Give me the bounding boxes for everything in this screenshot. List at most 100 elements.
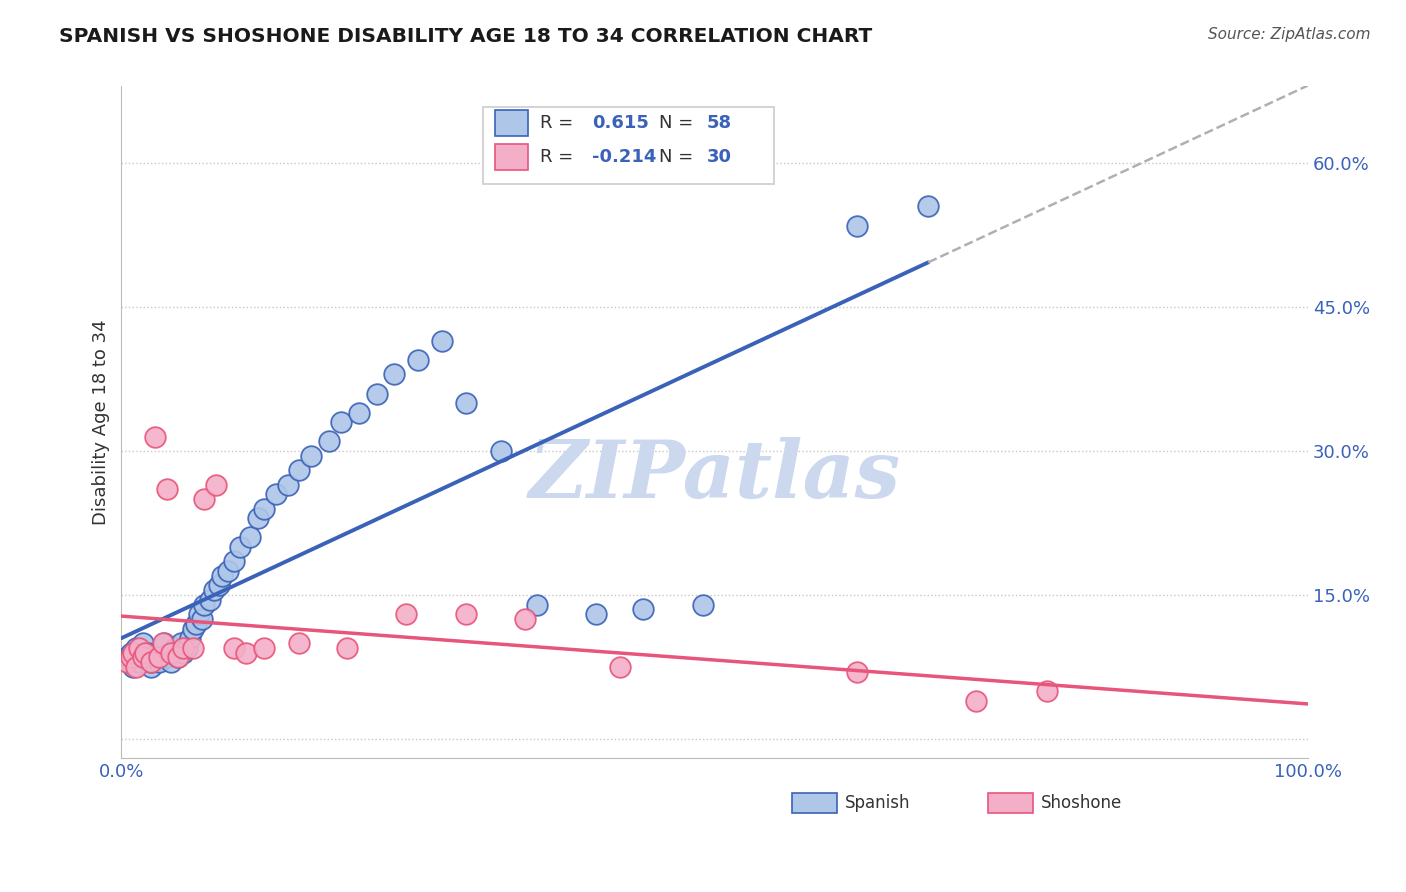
Point bbox=[454, 607, 477, 622]
Point bbox=[395, 607, 418, 622]
Point bbox=[160, 646, 183, 660]
Point bbox=[122, 660, 145, 674]
Point bbox=[235, 646, 257, 660]
Point bbox=[224, 640, 246, 655]
Point bbox=[246, 511, 269, 525]
Point bbox=[148, 650, 170, 665]
Point bbox=[205, 477, 228, 491]
Point bbox=[277, 477, 299, 491]
Point bbox=[239, 531, 262, 545]
Point bbox=[181, 640, 204, 655]
Text: N =: N = bbox=[659, 114, 699, 132]
Point bbox=[318, 434, 340, 449]
Point bbox=[329, 415, 352, 429]
Point bbox=[186, 616, 208, 631]
Point bbox=[208, 578, 231, 592]
Point bbox=[132, 636, 155, 650]
Point bbox=[179, 632, 201, 646]
Text: Spanish: Spanish bbox=[845, 794, 911, 813]
Point bbox=[299, 449, 322, 463]
Point bbox=[134, 650, 156, 665]
Point bbox=[253, 501, 276, 516]
Point bbox=[965, 693, 987, 707]
Point bbox=[124, 660, 146, 674]
FancyBboxPatch shape bbox=[792, 793, 837, 814]
FancyBboxPatch shape bbox=[495, 111, 529, 136]
Point bbox=[160, 655, 183, 669]
Point bbox=[193, 492, 215, 507]
Point bbox=[128, 655, 150, 669]
Point bbox=[253, 640, 276, 655]
Point bbox=[143, 430, 166, 444]
Point bbox=[200, 592, 222, 607]
Point bbox=[181, 622, 204, 636]
Text: 30: 30 bbox=[706, 148, 731, 166]
Text: 58: 58 bbox=[706, 114, 731, 132]
Point bbox=[153, 636, 176, 650]
Point bbox=[120, 646, 142, 660]
Point bbox=[217, 564, 239, 578]
Point bbox=[454, 396, 477, 410]
Point bbox=[150, 640, 173, 655]
Point bbox=[526, 598, 548, 612]
Point bbox=[406, 352, 429, 367]
Point bbox=[193, 598, 215, 612]
Point bbox=[187, 607, 209, 622]
Point bbox=[155, 650, 177, 665]
Point bbox=[132, 650, 155, 665]
Text: SPANISH VS SHOSHONE DISABILITY AGE 18 TO 34 CORRELATION CHART: SPANISH VS SHOSHONE DISABILITY AGE 18 TO… bbox=[59, 27, 872, 45]
Text: ZIPatlas: ZIPatlas bbox=[529, 437, 901, 515]
Point bbox=[846, 665, 869, 679]
Point bbox=[170, 636, 193, 650]
Point bbox=[148, 655, 170, 669]
Point bbox=[117, 655, 139, 669]
Point bbox=[1036, 684, 1059, 698]
Point bbox=[157, 646, 180, 660]
Point bbox=[146, 646, 169, 660]
Point bbox=[917, 199, 939, 213]
Point bbox=[172, 640, 194, 655]
Text: Source: ZipAtlas.com: Source: ZipAtlas.com bbox=[1208, 27, 1371, 42]
Point bbox=[122, 646, 145, 660]
Point bbox=[609, 660, 631, 674]
Point bbox=[347, 406, 370, 420]
Text: R =: R = bbox=[540, 148, 579, 166]
Point bbox=[120, 650, 142, 665]
Point bbox=[134, 646, 156, 660]
FancyBboxPatch shape bbox=[987, 793, 1032, 814]
Point bbox=[846, 219, 869, 233]
Point bbox=[163, 640, 186, 655]
Point bbox=[211, 569, 233, 583]
Point bbox=[382, 368, 405, 382]
Point bbox=[202, 583, 225, 598]
Point bbox=[288, 636, 311, 650]
Point bbox=[176, 640, 198, 655]
Text: -0.214: -0.214 bbox=[592, 148, 657, 166]
Point bbox=[224, 554, 246, 568]
Point bbox=[489, 444, 512, 458]
Point bbox=[430, 334, 453, 348]
Point bbox=[288, 463, 311, 477]
Y-axis label: Disability Age 18 to 34: Disability Age 18 to 34 bbox=[93, 319, 110, 525]
Point bbox=[167, 650, 190, 665]
Point bbox=[124, 640, 146, 655]
Point bbox=[139, 660, 162, 674]
Point bbox=[152, 636, 174, 650]
Point bbox=[172, 646, 194, 660]
Text: R =: R = bbox=[540, 114, 579, 132]
Point bbox=[229, 540, 252, 554]
Point bbox=[128, 640, 150, 655]
Point bbox=[336, 640, 359, 655]
Point bbox=[585, 607, 607, 622]
Point bbox=[136, 646, 159, 660]
Point bbox=[143, 650, 166, 665]
Point bbox=[117, 650, 139, 665]
Point bbox=[513, 612, 536, 626]
FancyBboxPatch shape bbox=[484, 106, 775, 184]
FancyBboxPatch shape bbox=[495, 145, 529, 169]
Point bbox=[692, 598, 714, 612]
Point bbox=[366, 386, 388, 401]
Point bbox=[264, 487, 287, 501]
Point bbox=[139, 655, 162, 669]
Point bbox=[139, 655, 162, 669]
